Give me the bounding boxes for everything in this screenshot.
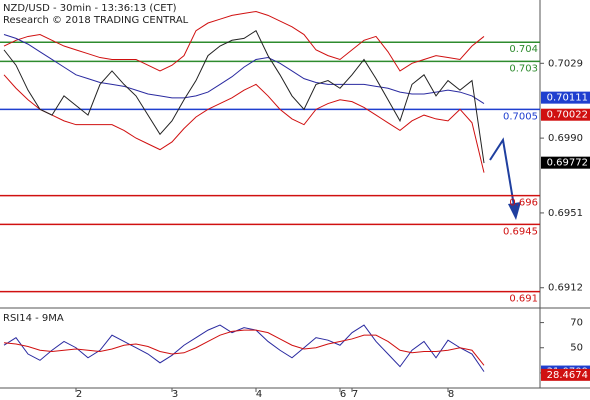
last-value-label: 28.4674 (547, 370, 588, 381)
level-label: 0.7005 (503, 111, 538, 122)
y-tick-label: 50 (570, 343, 583, 354)
series-line (3, 10, 485, 72)
level-label: 0.696 (509, 198, 538, 209)
last-value-badge (541, 108, 590, 121)
x-tick-label: 7 (352, 389, 358, 400)
last-value-badge (541, 368, 590, 381)
last-value-label: 0.70022 (547, 110, 588, 121)
y-tick-label: 70 (570, 318, 583, 329)
rsi-title: RSI14 - 9MA (3, 313, 64, 324)
level-label: 0.691 (509, 294, 538, 305)
y-tick-label: 0.6951 (548, 208, 583, 219)
projection-arrow (489, 137, 516, 213)
x-tick-label: 2 (76, 389, 82, 400)
series-line (3, 329, 485, 366)
chart-subtitle: Research © 2018 TRADING CENTRAL (3, 15, 189, 26)
x-tick-label: 8 (448, 389, 454, 400)
series-line (3, 74, 485, 173)
series-line (3, 34, 485, 105)
level-label: 0.704 (509, 44, 538, 55)
x-tick-label: 4 (256, 389, 262, 400)
series-line (3, 324, 485, 372)
last-value-label: 0.70111 (547, 93, 588, 104)
level-label: 0.703 (509, 63, 538, 74)
last-value-badge (541, 156, 590, 169)
y-tick-label: 0.6990 (548, 133, 583, 144)
level-label: 0.6945 (503, 226, 538, 237)
last-value-badge (541, 91, 590, 104)
last-value-label: 0.69772 (547, 158, 588, 169)
y-tick-label: 0.6912 (548, 283, 583, 294)
x-tick-label: 6 (340, 389, 346, 400)
y-tick-label: 0.7029 (548, 58, 583, 69)
x-tick-label: 3 (172, 389, 178, 400)
arrow-head (508, 202, 521, 220)
series-line (3, 29, 485, 164)
chart-title: NZD/USD - 30min - 13:36:13 (CET) (3, 3, 177, 14)
